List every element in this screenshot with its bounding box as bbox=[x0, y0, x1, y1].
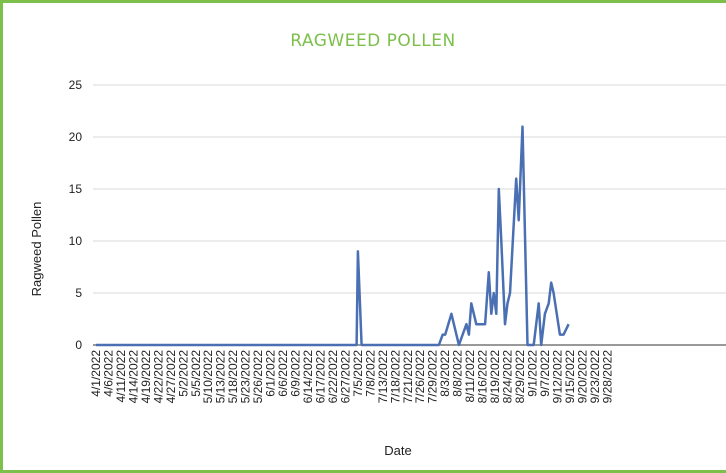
y-tick-label: 10 bbox=[69, 234, 83, 248]
x-tick-label: 5/2/2022 bbox=[176, 350, 190, 397]
x-tick-label: 5/5/2022 bbox=[189, 350, 203, 397]
y-tick-label: 15 bbox=[69, 182, 83, 196]
x-tick-label: 9/28/2022 bbox=[600, 350, 614, 404]
x-tick-label: 9/15/2022 bbox=[563, 350, 577, 404]
x-tick-label: 6/1/2022 bbox=[264, 350, 278, 397]
x-tick-label: 7/13/2022 bbox=[376, 350, 390, 404]
x-tick-label: 7/21/2022 bbox=[401, 350, 415, 404]
x-tick-label: 5/10/2022 bbox=[201, 350, 215, 404]
x-axis-ticks: 4/1/20224/6/20224/11/20224/14/20224/19/2… bbox=[89, 350, 614, 404]
x-tick-label: 7/29/2022 bbox=[426, 350, 440, 404]
x-tick-label: 7/5/2022 bbox=[351, 350, 365, 397]
x-tick-label: 6/9/2022 bbox=[289, 350, 303, 397]
x-tick-label: 6/6/2022 bbox=[276, 350, 290, 397]
x-tick-label: 5/26/2022 bbox=[251, 350, 265, 404]
series-line bbox=[96, 125, 570, 347]
x-tick-label: 8/29/2022 bbox=[513, 350, 527, 404]
y-tick-label: 5 bbox=[75, 286, 82, 300]
x-tick-label: 8/16/2022 bbox=[476, 350, 490, 404]
x-tick-label: 6/17/2022 bbox=[313, 350, 327, 404]
x-tick-label: 4/22/2022 bbox=[151, 350, 165, 404]
x-tick-label: 8/24/2022 bbox=[501, 350, 515, 404]
x-tick-label: 5/13/2022 bbox=[214, 350, 228, 404]
x-tick-label: 7/18/2022 bbox=[388, 350, 402, 404]
y-tick-label: 20 bbox=[69, 130, 83, 144]
x-tick-label: 6/27/2022 bbox=[338, 350, 352, 404]
x-tick-label: 9/12/2022 bbox=[550, 350, 564, 404]
x-tick-label: 7/8/2022 bbox=[363, 350, 377, 397]
y-tick-label: 0 bbox=[75, 338, 82, 352]
x-tick-label: 4/19/2022 bbox=[139, 350, 153, 404]
x-axis-label: Date bbox=[384, 443, 411, 458]
x-tick-label: 8/8/2022 bbox=[451, 350, 465, 397]
x-tick-label: 8/11/2022 bbox=[463, 350, 477, 403]
series-layer bbox=[96, 125, 570, 347]
y-axis-ticks: 0 5 10 15 20 25 bbox=[69, 78, 83, 352]
x-tick-label: 4/6/2022 bbox=[101, 350, 115, 397]
chart-title: RAGWEED POLLEN bbox=[290, 31, 455, 51]
x-tick-label: 5/18/2022 bbox=[226, 350, 240, 404]
x-tick-label: 4/14/2022 bbox=[126, 350, 140, 404]
x-tick-label: 8/3/2022 bbox=[438, 350, 452, 397]
x-tick-label: 7/26/2022 bbox=[413, 350, 427, 404]
x-tick-label: 4/27/2022 bbox=[164, 350, 178, 404]
x-tick-label: 6/22/2022 bbox=[326, 350, 340, 404]
x-tick-label: 9/23/2022 bbox=[588, 350, 602, 404]
y-axis-label: Ragweed Pollen bbox=[29, 202, 44, 297]
x-tick-label: 9/1/2022 bbox=[525, 350, 539, 397]
x-tick-label: 4/11/2022 bbox=[114, 350, 128, 403]
x-tick-label: 9/20/2022 bbox=[575, 350, 589, 404]
x-tick-label: 9/7/2022 bbox=[538, 350, 552, 397]
x-tick-label: 5/23/2022 bbox=[239, 350, 253, 404]
x-tick-label: 4/1/2022 bbox=[89, 350, 103, 397]
grid-lines bbox=[93, 84, 726, 346]
ragweed-line-chart: RAGWEED POLLEN 0 5 10 15 20 25 4/1/20224/6/20… bbox=[29, 31, 726, 458]
x-tick-label: 6/14/2022 bbox=[301, 350, 315, 404]
x-tick-label: 8/19/2022 bbox=[488, 350, 502, 404]
y-tick-label: 25 bbox=[69, 78, 83, 92]
